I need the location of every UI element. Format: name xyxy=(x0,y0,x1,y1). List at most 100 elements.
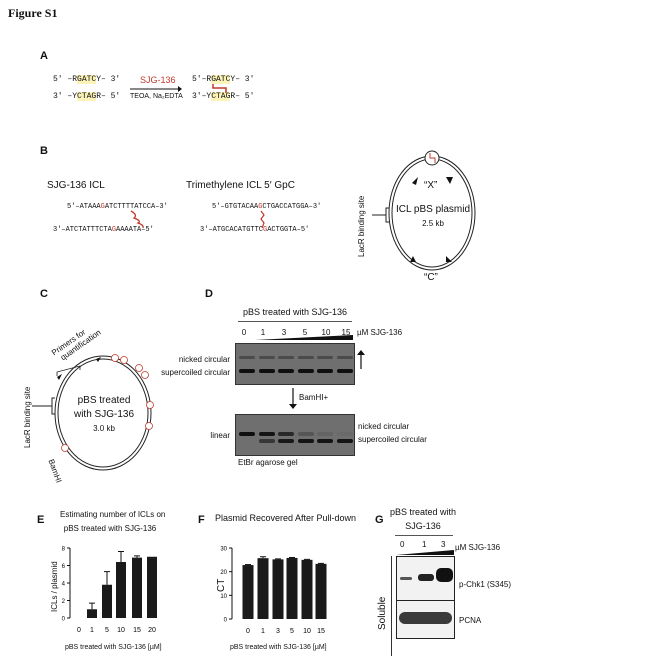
nicked-band xyxy=(239,356,255,359)
nicked-band xyxy=(336,356,353,359)
panel-f-label: F xyxy=(198,514,205,526)
x-tick-label: 1 xyxy=(90,627,94,634)
x-tick-label: 5 xyxy=(290,628,294,635)
lane-label: 10 xyxy=(321,328,331,337)
lane-label: 3 xyxy=(281,328,287,337)
dose-wedge-g xyxy=(396,550,454,555)
reaction-arrow-icon xyxy=(130,86,182,92)
blot-lane-2: 3 xyxy=(441,540,446,549)
x-tick-label: 1 xyxy=(261,628,265,635)
bar xyxy=(87,609,97,618)
dose-unit-d: µM SJG-136 xyxy=(357,328,403,337)
lane-label: 15 xyxy=(341,328,351,337)
icl-plasmid-diagram xyxy=(372,150,476,271)
blot-label-pchk1: p-Chk1 (S345) xyxy=(459,580,512,589)
dose-wedge-d xyxy=(255,335,353,340)
x-tick-label: 15 xyxy=(133,627,141,634)
nicked-band xyxy=(258,356,275,359)
chart-f-title: Plasmid Recovered After Pull-down xyxy=(215,513,357,523)
blot-pchk1 xyxy=(396,556,455,601)
y-tick-label: 8 xyxy=(62,547,66,553)
plasmid-b-name: ICL pBS plasmid xyxy=(395,204,471,215)
chart-f-ylabel: CT xyxy=(216,578,227,592)
icl1-bottom-strand: 3′–ATCTATTTCTAGAAAATA–5′ xyxy=(53,226,154,234)
supercoiled-band xyxy=(297,439,314,443)
dose-unit-g: µM SJG-136 xyxy=(455,543,501,552)
bar xyxy=(257,558,269,619)
x-tick-label: 5 xyxy=(105,627,109,634)
plasmid-b-size: 2.5 kb xyxy=(422,219,444,228)
supercoiled-band xyxy=(336,439,353,443)
supercoiled-band xyxy=(278,369,294,373)
y-tick-label: 2 xyxy=(62,599,66,605)
chart-f-xlabel: pBS treated with SJG-136 [µM] xyxy=(230,644,327,651)
icl2-bottom-strand: 3′–ATGCACATGTTCGACTGGTA–5′ xyxy=(200,226,310,234)
y-tick-label: 0 xyxy=(62,617,66,623)
supercoiled-band xyxy=(336,369,353,373)
bar xyxy=(242,565,254,619)
x-tick-label: 15 xyxy=(317,628,325,635)
gel-digested xyxy=(235,414,355,456)
icl2-title: Trimethylene ICL 5′ GpC xyxy=(186,180,295,191)
linear-band xyxy=(297,432,314,436)
y-tick-label: 20 xyxy=(220,570,227,576)
gel-uncut xyxy=(235,343,355,385)
supercoiled-band xyxy=(239,369,255,373)
up-arrow-icon xyxy=(357,350,365,369)
sjg-crosslink-icon xyxy=(130,210,144,229)
blot-title-2: SJG-136 xyxy=(405,521,441,531)
x-tick-label: 20 xyxy=(148,627,156,634)
panel-d-label: D xyxy=(205,288,213,300)
icl1-top-strand: 5′–ATAAAGATCTTTTATCCA–3′ xyxy=(67,203,168,211)
supercoiled-band xyxy=(258,439,275,443)
gel1-label-nicked: nicked circular xyxy=(178,355,230,364)
panel-b-label: B xyxy=(40,145,48,157)
gel-caption: EtBr agarose gel xyxy=(238,458,298,467)
chart-e-title-1: Estimating number of ICLs on xyxy=(60,510,166,519)
bar xyxy=(272,559,284,619)
bar xyxy=(301,559,313,619)
gel2-label-linear: linear xyxy=(210,431,230,440)
y-tick-label: 4 xyxy=(62,582,66,588)
linear-band xyxy=(258,432,275,436)
linear-band xyxy=(317,432,333,436)
lane-label: 1 xyxy=(260,328,266,337)
y-tick-label: 0 xyxy=(224,618,228,624)
blot-title-1: pBS treated with xyxy=(389,507,457,517)
y-tick-label: 30 xyxy=(220,547,227,553)
fraction-bracket xyxy=(391,556,392,656)
conditions-label: TEOA, Na₂EDTA xyxy=(130,93,183,100)
icl1-title: SJG-136 ICL xyxy=(47,180,105,191)
x-tick-label: 3 xyxy=(276,628,280,635)
y-tick-label: 10 xyxy=(220,594,227,600)
x-tick-label: 10 xyxy=(303,628,311,635)
plasmid-c-line2: with SJG-136 xyxy=(73,409,135,420)
blot-header-rule xyxy=(395,535,453,536)
linear-band xyxy=(239,432,255,436)
panel-a-right-bottom-strand: 3′–YCTAGR– 5′ xyxy=(192,92,255,101)
panel-g-label: G xyxy=(375,514,384,526)
gel2-label-nicked: nicked circular xyxy=(358,422,410,431)
bar xyxy=(147,556,157,618)
bar xyxy=(315,563,327,619)
blot-label-pcna: PCNA xyxy=(459,616,482,625)
reagent-label: SJG-136 xyxy=(140,75,176,85)
panel-c-label: C xyxy=(40,288,48,300)
nicked-band xyxy=(278,356,294,359)
trimethylene-crosslink-icon xyxy=(260,210,265,229)
panel-a-left-bottom-strand: 3′ –YCTAGR– 5′ xyxy=(53,92,121,101)
gel1-label-supercoiled: supercoiled circular xyxy=(161,368,230,377)
digest-label: BamHI+ xyxy=(299,393,329,402)
bar xyxy=(286,557,298,619)
figure-title: Figure S1 xyxy=(8,6,58,20)
fraction-label: Soluble xyxy=(377,596,388,630)
supercoiled-band xyxy=(297,369,314,373)
panel-a-label: A xyxy=(40,50,48,62)
crosslink-icon xyxy=(212,84,227,93)
lane-label: 0 xyxy=(241,328,247,337)
gel2-label-supercoiled: supercoiled circular xyxy=(358,435,427,444)
supercoiled-band xyxy=(258,369,275,373)
header-rule xyxy=(238,321,352,322)
